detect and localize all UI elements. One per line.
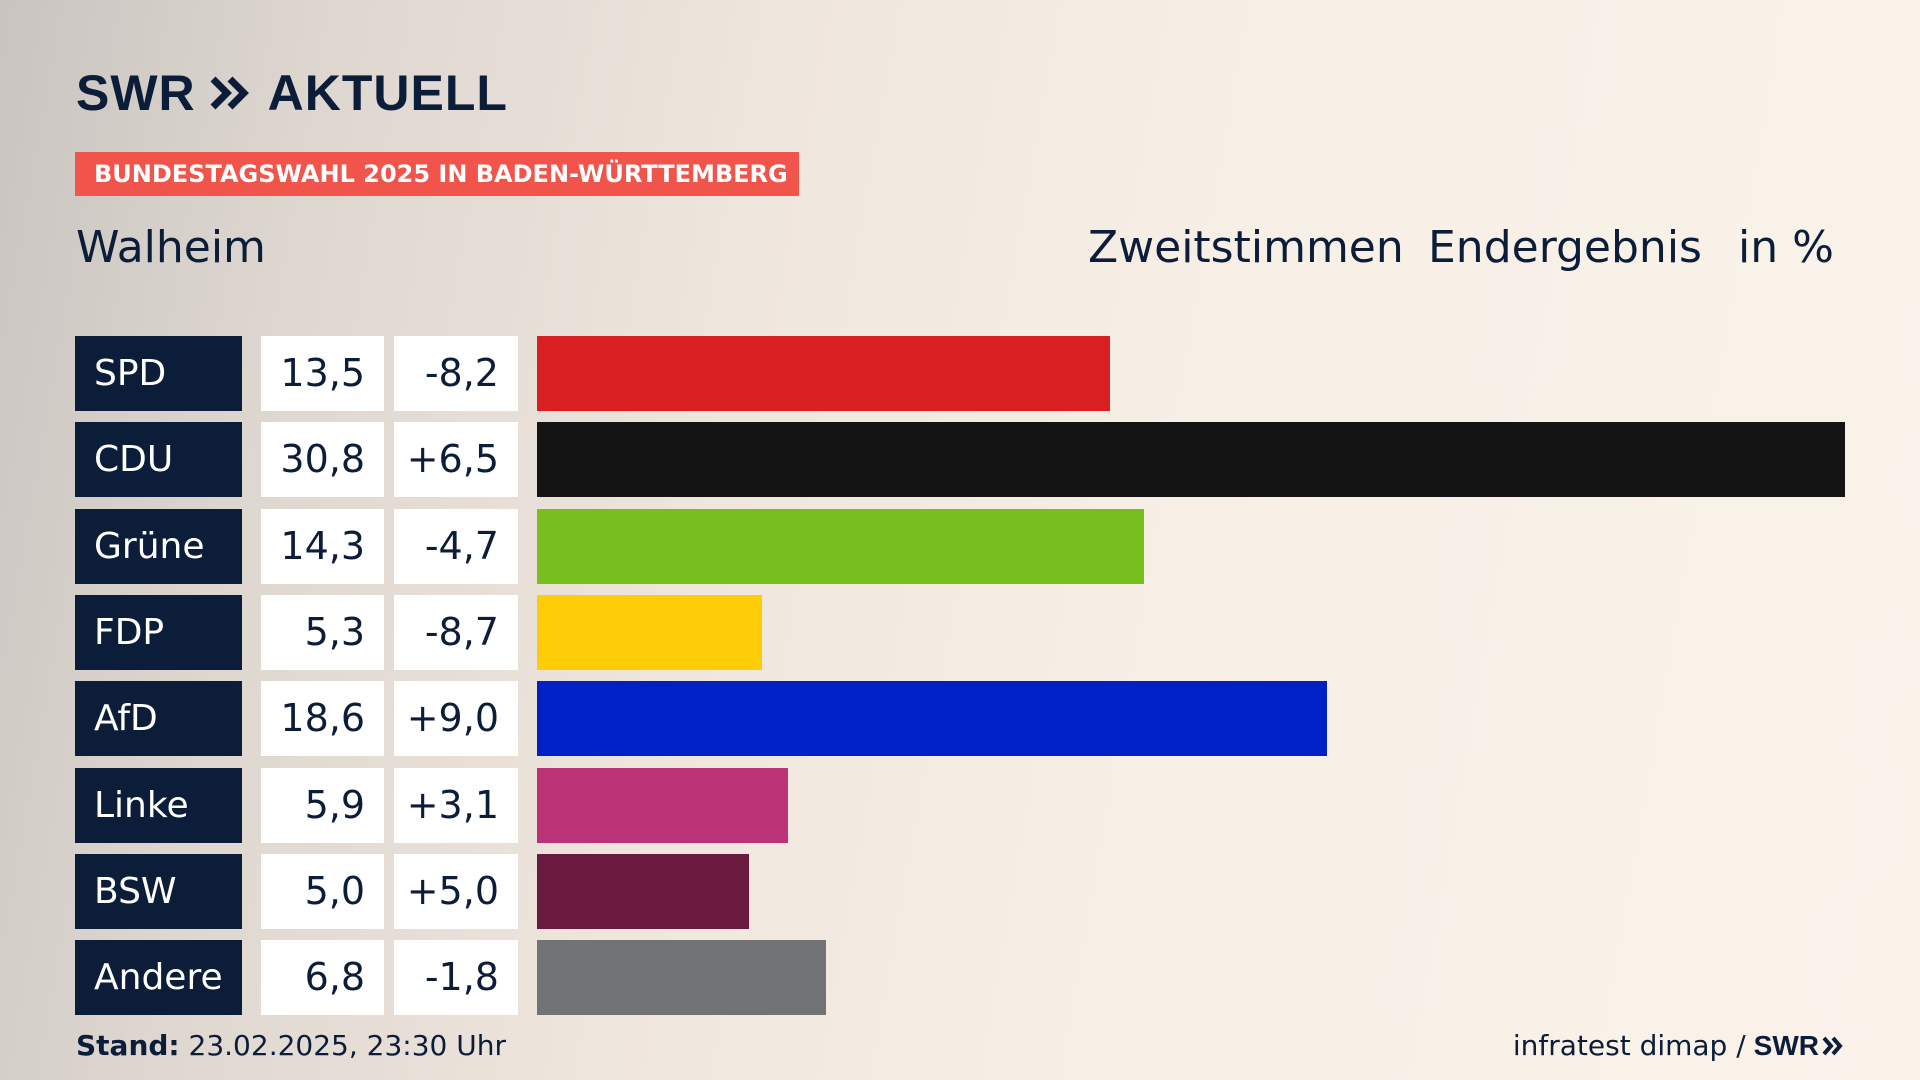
logo-aktuell-text: AKTUELL — [267, 65, 508, 121]
party-label: AfD — [75, 681, 242, 756]
chart-row: AfD 18,6 +9,0 — [75, 681, 1845, 756]
chart-row: Andere 6,8 -1,8 — [75, 940, 1845, 1015]
chart-row: CDU 30,8 +6,5 — [75, 422, 1845, 497]
stand-value: 23.02.2025, 23:30 Uhr — [188, 1029, 506, 1062]
vote-change-label: -8,7 — [394, 595, 518, 670]
vote-share-label: 14,3 — [261, 509, 384, 584]
chart-row: FDP 5,3 -8,7 — [75, 595, 1845, 670]
bar-linke — [537, 768, 788, 843]
swr-aktuell-logo: SWR AKTUELL — [76, 65, 508, 121]
chart-row: Linke 5,9 +3,1 — [75, 768, 1845, 843]
vote-share-label: 30,8 — [261, 422, 384, 497]
stand-label: Stand: — [76, 1029, 180, 1062]
bar-cdu — [537, 422, 1845, 497]
chart-row: SPD 13,5 -8,2 — [75, 336, 1845, 411]
bar-bsw — [537, 854, 749, 929]
vote-change-label: +6,5 — [394, 422, 518, 497]
result-type-label: Endergebnis — [1428, 222, 1702, 273]
source-credit: infratest dimap / SWR — [1513, 1028, 1844, 1064]
vote-type-label: Zweitstimmen — [1088, 222, 1404, 273]
party-label: FDP — [75, 595, 242, 670]
bar-spd — [537, 336, 1110, 411]
vote-change-label: -4,7 — [394, 509, 518, 584]
election-banner: BUNDESTAGSWAHL 2025 IN BADEN-WÜRTTEMBERG — [75, 152, 799, 196]
source-swr-logo: SWR — [1754, 1028, 1844, 1064]
bar-andere — [537, 940, 826, 1015]
chart-row: Grüne 14,3 -4,7 — [75, 509, 1845, 584]
party-label: SPD — [75, 336, 242, 411]
double-chevron-right-icon — [210, 76, 249, 110]
vote-share-label: 5,0 — [261, 854, 384, 929]
party-label: Grüne — [75, 509, 242, 584]
vote-change-label: +3,1 — [394, 768, 518, 843]
vote-share-label: 6,8 — [261, 940, 384, 1015]
timestamp: Stand: 23.02.2025, 23:30 Uhr — [76, 1028, 506, 1064]
vote-change-label: +5,0 — [394, 854, 518, 929]
logo-swr-text: SWR — [76, 65, 196, 121]
bar-fdp — [537, 595, 762, 670]
bar-gr-ne — [537, 509, 1144, 584]
bar-afd — [537, 681, 1327, 756]
double-chevron-right-icon — [1822, 1036, 1843, 1056]
source-text: infratest dimap / — [1512, 1029, 1746, 1062]
unit-label: in % — [1738, 222, 1834, 273]
vote-change-label: -8,2 — [394, 336, 518, 411]
vote-share-label: 13,5 — [261, 336, 384, 411]
source-swr-text: SWR — [1753, 1030, 1819, 1061]
chart-row: BSW 5,0 +5,0 — [75, 854, 1845, 929]
vote-change-label: -1,8 — [394, 940, 518, 1015]
vote-share-label: 5,9 — [261, 768, 384, 843]
vote-share-label: 18,6 — [261, 681, 384, 756]
vote-share-label: 5,3 — [261, 595, 384, 670]
party-label: BSW — [75, 854, 242, 929]
party-label: Linke — [75, 768, 242, 843]
party-label: Andere — [75, 940, 242, 1015]
party-label: CDU — [75, 422, 242, 497]
vote-change-label: +9,0 — [394, 681, 518, 756]
place-title: Walheim — [76, 222, 266, 273]
